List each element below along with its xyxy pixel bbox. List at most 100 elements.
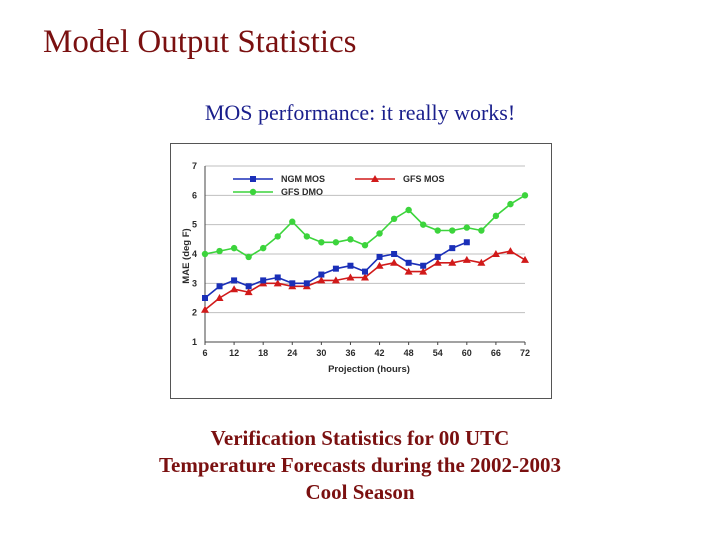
caption-line-1: Verification Statistics for 00 UTC	[210, 426, 510, 450]
series	[201, 192, 529, 313]
x-tick-label-60: 60	[462, 348, 472, 358]
data-point-gfs-dmo-33	[332, 239, 340, 246]
data-point-gfs-mos-21	[273, 279, 282, 287]
slide-subtitle: MOS performance: it really works!	[204, 100, 516, 125]
data-point-gfs-mos-66	[491, 250, 500, 257]
legend-marker-gfs-mos	[371, 175, 379, 182]
data-point-gfs-mos-69	[506, 247, 515, 255]
legend-label-gfs-mos: GFS MOS	[403, 174, 445, 184]
data-point-gfs-dmo-63	[478, 227, 485, 234]
data-point-gfs-mos-39	[361, 273, 369, 281]
data-point-gfs-dmo-12	[230, 244, 238, 252]
data-point-gfs-dmo-48	[405, 206, 412, 214]
data-point-gfs-dmo-21	[274, 233, 281, 240]
y-tick-label-6: 6	[192, 190, 197, 200]
data-point-gfs-dmo-57	[449, 227, 456, 234]
data-point-ngm-mos-21	[274, 274, 281, 281]
x-tick-label-6: 6	[202, 348, 207, 358]
y-tick-label-5: 5	[192, 220, 197, 230]
data-point-gfs-dmo-9	[216, 247, 223, 255]
data-point-gfs-dmo-45	[390, 215, 398, 222]
x-tick-label-36: 36	[345, 348, 355, 358]
data-point-gfs-mos-15	[244, 288, 253, 296]
legend: NGM MOS GFS MOS GFS DMO	[233, 174, 445, 197]
y-tick-label-3: 3	[192, 278, 197, 288]
x-tick-label-24: 24	[287, 348, 297, 358]
data-point-gfs-mos-60	[462, 255, 471, 263]
data-point-ngm-mos-42	[376, 253, 383, 260]
y-tick-label-2: 2	[192, 308, 197, 318]
data-point-gfs-mos-54	[433, 258, 442, 266]
data-point-ngm-mos-33	[332, 265, 339, 272]
data-point-gfs-mos-51	[419, 267, 428, 275]
legend-marker-ngm-mos	[250, 176, 256, 182]
data-point-gfs-dmo-24	[289, 218, 296, 225]
data-point-ngm-mos-60	[463, 239, 470, 246]
data-point-gfs-dmo-18	[259, 244, 267, 252]
x-tick-label-66: 66	[491, 348, 501, 358]
data-point-gfs-mos-63	[477, 258, 486, 266]
legend-label-ngm-mos: NGM MOS	[281, 174, 325, 184]
x-tick-label-30: 30	[316, 348, 326, 358]
data-point-gfs-dmo-60	[463, 224, 471, 231]
caption-line-2: Temperature Forecasts during the 2002-20…	[158, 453, 562, 477]
x-tick-label-12: 12	[229, 348, 239, 358]
data-point-ngm-mos-36	[347, 262, 354, 269]
x-tick-label-54: 54	[433, 348, 443, 358]
legend-marker-gfs-dmo	[249, 188, 257, 196]
data-point-gfs-dmo-15	[245, 253, 252, 261]
caption-line-3: Cool Season	[305, 480, 415, 504]
data-point-gfs-mos-12	[230, 285, 239, 293]
data-point-gfs-mos-6	[201, 305, 209, 313]
x-tick-label-48: 48	[404, 348, 414, 358]
data-point-gfs-mos-42	[375, 261, 384, 269]
data-point-ngm-mos-6	[202, 295, 208, 301]
data-point-gfs-dmo-51	[419, 221, 427, 228]
data-point-gfs-dmo-36	[347, 236, 354, 243]
legend-label-gfs-dmo: GFS DMO	[281, 187, 323, 197]
y-tick-label-7: 7	[192, 161, 197, 171]
x-tick-label-72: 72	[520, 348, 530, 358]
data-point-gfs-mos-57	[448, 258, 457, 266]
series-gfs-dmo	[201, 192, 529, 261]
data-point-gfs-dmo-6	[201, 250, 209, 258]
data-point-ngm-mos-30	[318, 271, 325, 278]
data-point-gfs-mos-33	[331, 276, 340, 284]
data-point-ngm-mos-12	[231, 277, 238, 284]
data-point-gfs-dmo-69	[507, 200, 514, 208]
data-point-ngm-mos-18	[260, 277, 267, 284]
y-tick-label-4: 4	[192, 249, 197, 259]
series-ngm-mos	[202, 239, 470, 301]
data-point-gfs-dmo-72	[521, 192, 529, 199]
y-tick-label-1: 1	[192, 337, 197, 347]
data-point-gfs-dmo-42	[376, 230, 383, 237]
data-point-ngm-mos-9	[216, 283, 223, 290]
x-axis-label: Projection (hours)	[328, 364, 410, 375]
data-point-ngm-mos-27	[303, 280, 310, 287]
data-point-ngm-mos-54	[434, 253, 441, 260]
data-point-ngm-mos-24	[289, 280, 296, 287]
data-point-gfs-mos-9	[215, 294, 224, 301]
data-point-gfs-mos-30	[317, 276, 326, 284]
data-point-gfs-dmo-66	[492, 212, 500, 220]
data-point-ngm-mos-39	[362, 268, 368, 275]
x-tick-label-18: 18	[258, 348, 268, 358]
data-point-gfs-mos-45	[390, 258, 399, 266]
chart-caption: Verification Statistics for 00 UTC Tempe…	[0, 425, 720, 506]
data-point-ngm-mos-57	[449, 245, 456, 252]
x-tick-label-42: 42	[375, 348, 385, 358]
data-point-ngm-mos-48	[405, 259, 412, 266]
data-point-gfs-mos-36	[346, 273, 355, 281]
data-point-gfs-dmo-30	[318, 239, 325, 246]
data-point-gfs-dmo-54	[434, 227, 441, 234]
data-point-ngm-mos-45	[391, 251, 398, 257]
data-point-ngm-mos-15	[245, 283, 252, 290]
chart-frame: 1 2 3 4 5 6 7 6 12 18 24 30 36 42 48 54 60 66 72 NGM MOS G…	[170, 143, 552, 399]
y-axis-label: MAE (deg F)	[181, 228, 192, 283]
data-point-gfs-dmo-27	[303, 233, 311, 240]
data-point-ngm-mos-51	[420, 262, 427, 269]
data-point-gfs-dmo-39	[361, 242, 369, 249]
data-point-gfs-mos-72	[521, 255, 529, 263]
